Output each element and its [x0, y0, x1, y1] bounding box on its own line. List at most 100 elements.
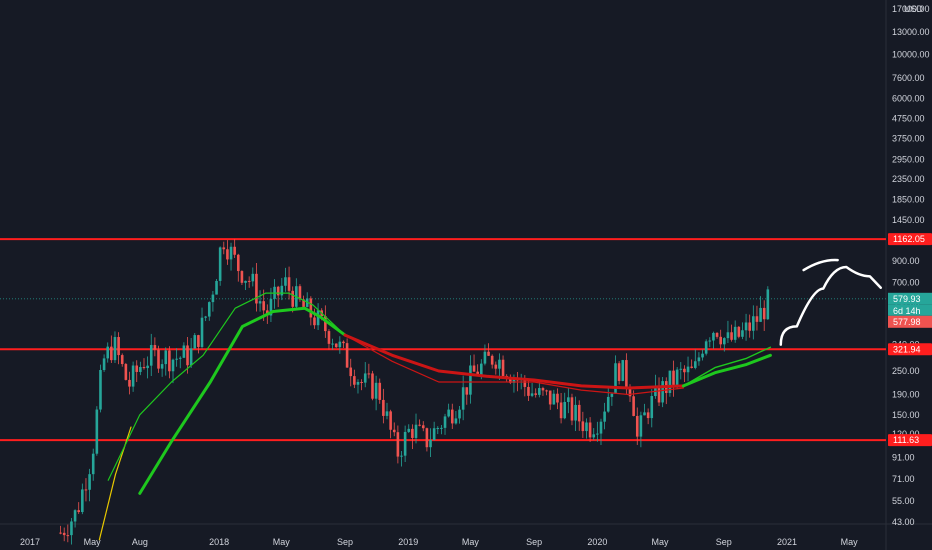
- candle-body[interactable]: [646, 412, 650, 419]
- candle-body[interactable]: [479, 363, 483, 376]
- candle-body[interactable]: [421, 425, 425, 429]
- candle-body[interactable]: [309, 298, 313, 318]
- candle-body[interactable]: [469, 365, 472, 395]
- candle-body[interactable]: [599, 421, 603, 434]
- candle-body[interactable]: [432, 428, 436, 440]
- candle-body[interactable]: [84, 489, 88, 491]
- candle-body[interactable]: [360, 381, 363, 383]
- candle-body[interactable]: [345, 343, 349, 368]
- candle-body[interactable]: [371, 373, 374, 399]
- candle-body[interactable]: [668, 370, 672, 393]
- candle-body[interactable]: [733, 326, 737, 340]
- candle-body[interactable]: [657, 385, 661, 403]
- candle-body[interactable]: [570, 397, 574, 421]
- candle-body[interactable]: [766, 289, 770, 320]
- candle-body[interactable]: [683, 368, 686, 373]
- candle-body[interactable]: [128, 379, 131, 387]
- candle-body[interactable]: [77, 510, 81, 513]
- candle-body[interactable]: [672, 370, 675, 385]
- candle-body[interactable]: [621, 360, 625, 381]
- candle-body[interactable]: [650, 396, 654, 419]
- candle-body[interactable]: [378, 382, 382, 400]
- candle-body[interactable]: [610, 393, 614, 397]
- candle-body[interactable]: [454, 418, 458, 424]
- candle-body[interactable]: [331, 343, 334, 345]
- candle-body[interactable]: [498, 359, 501, 369]
- candle-body[interactable]: [353, 376, 356, 385]
- candle-body[interactable]: [389, 411, 392, 430]
- candle-body[interactable]: [476, 371, 479, 376]
- candle-body[interactable]: [385, 411, 389, 416]
- candle-body[interactable]: [258, 301, 262, 304]
- candle-body[interactable]: [215, 280, 218, 295]
- candle-body[interactable]: [91, 453, 95, 475]
- candle-body[interactable]: [382, 399, 385, 416]
- candle-body[interactable]: [110, 346, 113, 361]
- candle-body[interactable]: [367, 373, 371, 375]
- candle-body[interactable]: [324, 316, 327, 332]
- candle-body[interactable]: [617, 363, 621, 381]
- candle-body[interactable]: [284, 277, 287, 286]
- candle-body[interactable]: [527, 386, 530, 396]
- candle-body[interactable]: [120, 355, 124, 365]
- candle-body[interactable]: [327, 331, 331, 344]
- candle-body[interactable]: [207, 302, 211, 317]
- candle-body[interactable]: [483, 351, 487, 364]
- candle-body[interactable]: [635, 415, 639, 437]
- candle-body[interactable]: [342, 341, 345, 344]
- candle-body[interactable]: [218, 247, 222, 281]
- candle-body[interactable]: [70, 521, 73, 536]
- candle-body[interactable]: [538, 388, 541, 395]
- candle-body[interactable]: [552, 393, 556, 405]
- candle-body[interactable]: [606, 396, 610, 412]
- candle-body[interactable]: [287, 277, 291, 291]
- candle-body[interactable]: [396, 432, 400, 457]
- candle-body[interactable]: [556, 393, 559, 403]
- candle-body[interactable]: [313, 317, 316, 326]
- candle-body[interactable]: [236, 254, 240, 272]
- candle-body[interactable]: [487, 351, 490, 356]
- candle-body[interactable]: [197, 335, 200, 347]
- candle-body[interactable]: [102, 358, 106, 371]
- candle-body[interactable]: [436, 428, 440, 430]
- candle-body[interactable]: [204, 316, 207, 318]
- candle-body[interactable]: [704, 341, 708, 354]
- candle-body[interactable]: [135, 365, 139, 372]
- candle-body[interactable]: [701, 353, 704, 358]
- candle-body[interactable]: [66, 535, 70, 537]
- candle-body[interactable]: [730, 332, 733, 340]
- candle-body[interactable]: [755, 316, 759, 322]
- candle-body[interactable]: [563, 401, 567, 419]
- candle-body[interactable]: [461, 387, 465, 410]
- candle-body[interactable]: [596, 433, 599, 435]
- candle-body[interactable]: [280, 285, 284, 296]
- candle-body[interactable]: [443, 416, 447, 428]
- candle-body[interactable]: [298, 286, 302, 300]
- candle-body[interactable]: [316, 310, 320, 326]
- candle-body[interactable]: [117, 337, 120, 356]
- candle-body[interactable]: [193, 335, 197, 349]
- candle-body[interactable]: [146, 365, 149, 369]
- candle-body[interactable]: [592, 434, 596, 438]
- candle-body[interactable]: [200, 317, 204, 347]
- candle-body[interactable]: [157, 349, 160, 369]
- candle-body[interactable]: [458, 409, 461, 419]
- candle-body[interactable]: [675, 369, 679, 385]
- candle-body[interactable]: [418, 424, 421, 426]
- candle-body[interactable]: [99, 370, 102, 410]
- candle-body[interactable]: [73, 510, 77, 522]
- candle-body[interactable]: [501, 359, 505, 376]
- candle-body[interactable]: [171, 359, 175, 372]
- candle-body[interactable]: [541, 388, 545, 391]
- candle-body[interactable]: [574, 404, 577, 421]
- candle-body[interactable]: [643, 412, 646, 416]
- candle-body[interactable]: [175, 358, 178, 360]
- candle-body[interactable]: [429, 439, 432, 448]
- candle-body[interactable]: [465, 387, 469, 395]
- candle-body[interactable]: [178, 357, 182, 359]
- candle-body[interactable]: [450, 409, 454, 424]
- candle-body[interactable]: [726, 332, 730, 339]
- candle-body[interactable]: [139, 367, 142, 372]
- candle-body[interactable]: [142, 367, 146, 369]
- candle-body[interactable]: [164, 350, 168, 365]
